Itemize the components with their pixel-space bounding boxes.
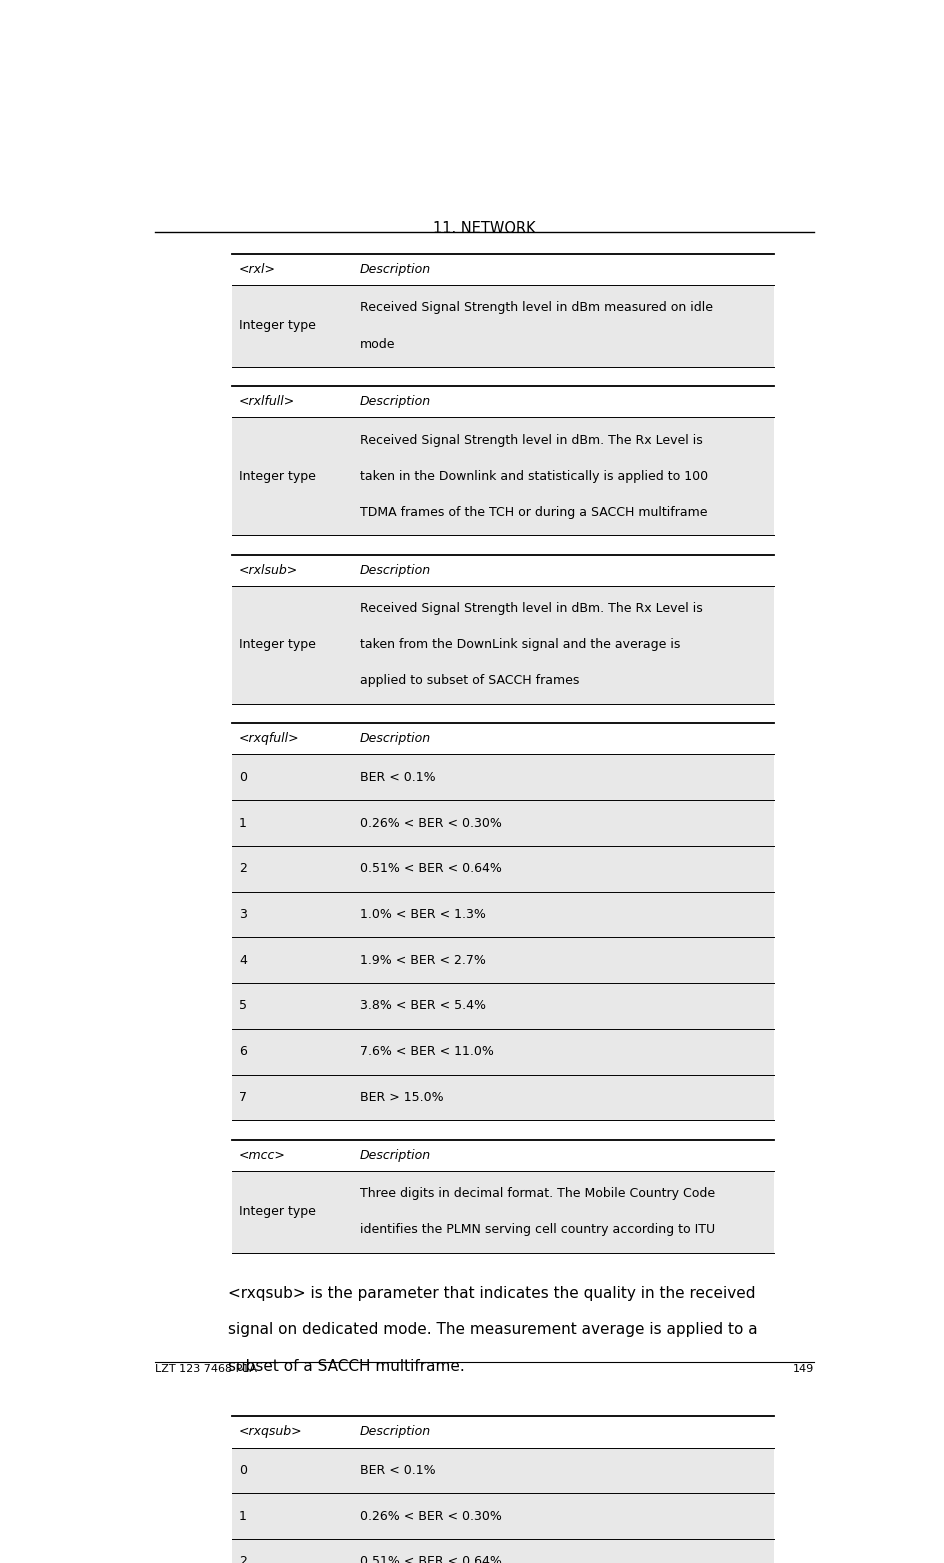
Bar bbox=[231, 1074, 773, 1121]
Text: 1: 1 bbox=[239, 816, 246, 830]
Text: <rxl>: <rxl> bbox=[239, 263, 276, 277]
Text: 7.6% < BER < 11.0%: 7.6% < BER < 11.0% bbox=[360, 1046, 493, 1058]
Bar bbox=[231, 1493, 773, 1540]
Text: BER > 15.0%: BER > 15.0% bbox=[360, 1091, 443, 1103]
Text: taken from the DownLink signal and the average is: taken from the DownLink signal and the a… bbox=[360, 638, 680, 652]
Text: Description: Description bbox=[360, 1425, 430, 1438]
Text: Three digits in decimal format. The Mobile Country Code: Three digits in decimal format. The Mobi… bbox=[360, 1188, 715, 1200]
Bar bbox=[231, 1447, 773, 1493]
Bar bbox=[231, 1028, 773, 1074]
Text: <mcc>: <mcc> bbox=[239, 1149, 285, 1161]
Text: 11. NETWORK: 11. NETWORK bbox=[432, 222, 535, 236]
Text: Description: Description bbox=[360, 1149, 430, 1161]
Text: 3.8% < BER < 5.4%: 3.8% < BER < 5.4% bbox=[360, 999, 485, 1013]
Text: Received Signal Strength level in dBm. The Rx Level is: Received Signal Strength level in dBm. T… bbox=[360, 435, 701, 447]
Text: 1: 1 bbox=[239, 1510, 246, 1522]
Text: Description: Description bbox=[360, 263, 430, 277]
Text: BER < 0.1%: BER < 0.1% bbox=[360, 771, 435, 783]
Text: Received Signal Strength level in dBm. The Rx Level is: Received Signal Strength level in dBm. T… bbox=[360, 602, 701, 616]
Text: 0.51% < BER < 0.64%: 0.51% < BER < 0.64% bbox=[360, 1555, 501, 1563]
Text: 0.51% < BER < 0.64%: 0.51% < BER < 0.64% bbox=[360, 863, 501, 875]
Bar bbox=[231, 586, 773, 703]
Text: 5: 5 bbox=[239, 999, 246, 1013]
Bar bbox=[231, 891, 773, 938]
Bar bbox=[231, 1540, 773, 1563]
Text: 1.9% < BER < 2.7%: 1.9% < BER < 2.7% bbox=[360, 953, 485, 966]
Bar bbox=[231, 846, 773, 891]
Text: 3: 3 bbox=[239, 908, 246, 921]
Text: taken in the Downlink and statistically is applied to 100: taken in the Downlink and statistically … bbox=[360, 470, 707, 483]
Text: Description: Description bbox=[360, 564, 430, 577]
Text: <rxlfull>: <rxlfull> bbox=[239, 395, 295, 408]
Text: 2: 2 bbox=[239, 863, 246, 875]
Text: signal on dedicated mode. The measurement average is applied to a: signal on dedicated mode. The measuremen… bbox=[228, 1322, 757, 1338]
Text: Description: Description bbox=[360, 395, 430, 408]
Bar bbox=[231, 417, 773, 536]
Text: TDMA frames of the TCH or during a SACCH multiframe: TDMA frames of the TCH or during a SACCH… bbox=[360, 506, 706, 519]
Bar bbox=[231, 1171, 773, 1252]
Text: <rxlsub>: <rxlsub> bbox=[239, 564, 298, 577]
Text: subset of a SACCH multiframe.: subset of a SACCH multiframe. bbox=[228, 1358, 464, 1374]
Text: 149: 149 bbox=[792, 1364, 813, 1374]
Text: <rxqsub>: <rxqsub> bbox=[239, 1425, 302, 1438]
Text: Description: Description bbox=[360, 733, 430, 746]
Bar bbox=[231, 800, 773, 846]
Text: 6: 6 bbox=[239, 1046, 246, 1058]
Text: identifies the PLMN serving cell country according to ITU: identifies the PLMN serving cell country… bbox=[360, 1224, 715, 1236]
Bar bbox=[231, 983, 773, 1028]
Bar bbox=[231, 938, 773, 983]
Text: Received Signal Strength level in dBm measured on idle: Received Signal Strength level in dBm me… bbox=[360, 302, 712, 314]
Text: BER < 0.1%: BER < 0.1% bbox=[360, 1465, 435, 1477]
Text: Integer type: Integer type bbox=[239, 470, 315, 483]
Text: applied to subset of SACCH frames: applied to subset of SACCH frames bbox=[360, 675, 579, 688]
Text: 0.26% < BER < 0.30%: 0.26% < BER < 0.30% bbox=[360, 816, 501, 830]
Text: Integer type: Integer type bbox=[239, 638, 315, 652]
Bar bbox=[231, 284, 773, 367]
Text: 7: 7 bbox=[239, 1091, 246, 1103]
Text: Integer type: Integer type bbox=[239, 319, 315, 333]
Text: mode: mode bbox=[360, 338, 395, 350]
Text: 0: 0 bbox=[239, 771, 246, 783]
Text: 1.0% < BER < 1.3%: 1.0% < BER < 1.3% bbox=[360, 908, 485, 921]
Text: 4: 4 bbox=[239, 953, 246, 966]
Text: 0.26% < BER < 0.30%: 0.26% < BER < 0.30% bbox=[360, 1510, 501, 1522]
Text: Integer type: Integer type bbox=[239, 1205, 315, 1218]
Text: <rxqsub> is the parameter that indicates the quality in the received: <rxqsub> is the parameter that indicates… bbox=[228, 1286, 754, 1302]
Text: LZT 123 7468 P1A: LZT 123 7468 P1A bbox=[155, 1364, 257, 1374]
Text: 2: 2 bbox=[239, 1555, 246, 1563]
Text: <rxqfull>: <rxqfull> bbox=[239, 733, 299, 746]
Bar bbox=[231, 755, 773, 800]
Text: 0: 0 bbox=[239, 1465, 246, 1477]
